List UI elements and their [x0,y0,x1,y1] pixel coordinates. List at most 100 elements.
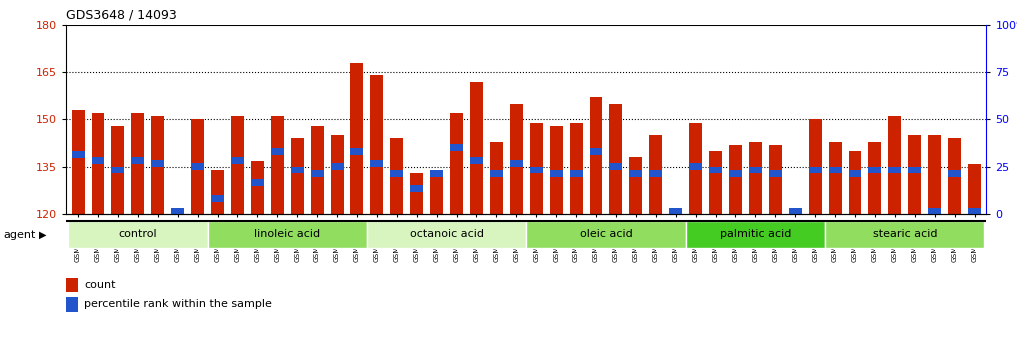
Bar [609,104,622,214]
Text: palmitic acid: palmitic acid [720,229,791,239]
Bar [630,170,643,177]
Text: ▶: ▶ [39,230,46,240]
Bar [351,148,363,154]
Bar [590,97,602,214]
Bar [590,148,602,154]
Bar [92,157,105,164]
Text: octanoic acid: octanoic acid [410,229,484,239]
Bar [152,116,164,214]
Bar [470,157,483,164]
Bar [231,116,244,214]
Bar [310,170,323,177]
Bar [510,104,523,214]
Bar [510,160,523,167]
Bar [869,166,882,173]
Bar [370,160,383,167]
Bar [212,195,224,202]
Bar [391,170,404,177]
Bar [769,170,782,177]
Bar [92,113,105,214]
Bar [550,170,562,177]
Bar [490,170,502,177]
Bar [331,163,344,170]
Bar [251,179,263,186]
Bar [470,81,483,214]
Bar [889,116,901,214]
Text: oleic acid: oleic acid [580,229,633,239]
Bar [112,126,124,214]
Bar [630,157,643,214]
Bar [825,221,984,248]
Bar [908,166,921,173]
Bar [848,151,861,214]
Bar [331,135,344,214]
Bar [968,207,981,215]
Bar [685,221,825,248]
Bar [71,110,84,214]
Bar [769,145,782,214]
Bar [570,170,583,177]
Text: stearic acid: stearic acid [873,229,937,239]
Bar [789,207,801,215]
Bar [430,170,443,177]
Bar [709,166,722,173]
Bar [451,113,463,214]
Bar [809,166,822,173]
Bar [171,211,184,214]
Bar [749,142,762,214]
Bar [749,166,762,173]
Bar [271,116,284,214]
Bar [71,151,84,158]
Text: count: count [84,280,116,290]
Bar [669,207,682,215]
Bar [729,170,742,177]
Bar [908,135,921,214]
Bar [271,148,284,154]
Bar [869,142,882,214]
Bar [968,164,981,214]
Bar [848,170,861,177]
Bar [131,157,144,164]
Bar [152,160,164,167]
Bar [530,122,543,214]
Bar [829,142,841,214]
Bar [829,166,841,173]
Bar [649,170,662,177]
Bar [527,221,685,248]
Bar [709,151,722,214]
Bar [112,166,124,173]
Bar [171,207,184,215]
Bar [410,185,423,192]
Bar [291,138,304,214]
Bar [370,75,383,214]
Bar [191,119,204,214]
Bar [490,142,502,214]
Bar [410,173,423,214]
Text: percentile rank within the sample: percentile rank within the sample [84,299,273,309]
Bar [948,138,961,214]
Bar [530,166,543,173]
Text: linoleic acid: linoleic acid [254,229,320,239]
Bar [310,126,323,214]
Bar [68,221,207,248]
Bar [649,135,662,214]
Bar [690,122,702,214]
Bar [212,170,224,214]
Bar [609,163,622,170]
Bar [207,221,367,248]
Bar [251,160,263,214]
Bar [550,126,562,214]
Bar [231,157,244,164]
Bar [929,207,941,215]
Bar [430,170,443,214]
Bar [889,166,901,173]
Bar [351,63,363,214]
Text: GDS3648 / 14093: GDS3648 / 14093 [66,9,177,22]
Bar [570,122,583,214]
Bar [809,119,822,214]
Bar [367,221,527,248]
Bar [451,144,463,152]
Bar [391,138,404,214]
Bar [191,163,204,170]
Bar [291,166,304,173]
